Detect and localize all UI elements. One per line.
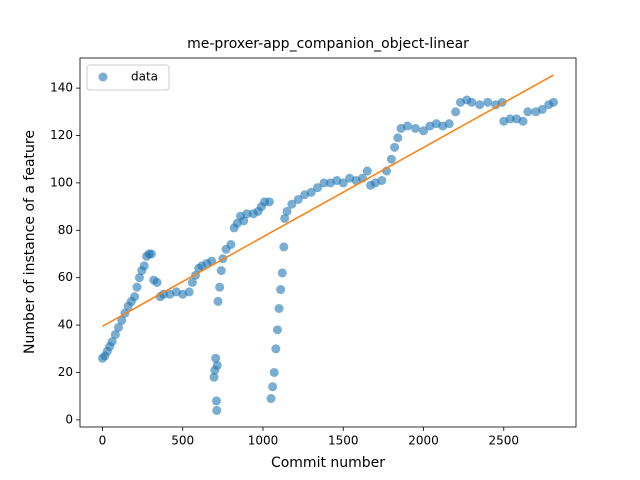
data-point	[266, 394, 276, 404]
data-point	[226, 240, 236, 250]
data-point	[152, 277, 162, 287]
data-point	[549, 97, 559, 107]
data-point	[207, 256, 217, 266]
data-point	[271, 344, 281, 354]
data-point	[277, 268, 287, 278]
data-point	[402, 121, 412, 131]
data-point	[319, 178, 329, 188]
data-point	[338, 178, 348, 188]
data-point	[184, 287, 194, 297]
data-point	[451, 107, 461, 117]
data-point	[377, 176, 387, 186]
data-point	[444, 119, 454, 129]
data-point	[134, 273, 144, 283]
data-point	[505, 114, 515, 124]
y-tick-label: 120	[50, 128, 73, 142]
data-point	[117, 315, 127, 325]
data-point	[537, 104, 547, 114]
fit-line	[102, 74, 554, 327]
data-point	[287, 199, 297, 209]
data-point	[146, 249, 156, 259]
data-point	[211, 353, 221, 363]
chart-title: me-proxer-app_companion_object-linear	[187, 36, 469, 52]
y-tick-label: 100	[50, 175, 73, 189]
data-point	[212, 405, 222, 415]
data-point	[386, 154, 396, 164]
data-point	[211, 396, 221, 406]
data-point	[268, 382, 278, 392]
data-point	[158, 289, 168, 299]
data-point	[274, 304, 284, 314]
legend: data	[86, 64, 170, 91]
data-point	[139, 261, 149, 271]
data-point	[264, 197, 274, 207]
data-point	[475, 100, 485, 110]
data-point	[306, 187, 316, 197]
data-point	[215, 282, 225, 292]
data-point	[279, 242, 289, 252]
data-point	[523, 107, 533, 117]
x-axis-label: Commit number	[271, 455, 385, 471]
y-tick-label: 20	[58, 365, 73, 379]
data-point	[239, 216, 249, 226]
axes-frame	[79, 57, 577, 428]
data-point	[280, 213, 290, 223]
legend-marker	[98, 72, 108, 82]
data-point	[313, 183, 323, 193]
legend-box	[86, 64, 170, 91]
y-axis-label: Number of instance of a feature	[22, 130, 38, 354]
data-point	[130, 292, 140, 302]
data-point	[518, 116, 528, 126]
data-point	[362, 166, 372, 176]
data-point	[419, 126, 429, 136]
data-point	[114, 322, 124, 332]
x-tick-label: 2000	[408, 434, 439, 448]
data-point	[107, 337, 117, 347]
x-tick-label: 1000	[248, 434, 279, 448]
data-point	[483, 97, 493, 107]
data-point	[187, 277, 197, 287]
data-point	[269, 367, 279, 377]
y-tick-label: 140	[50, 81, 73, 95]
data-point	[390, 142, 400, 152]
x-tick-label: 2500	[488, 434, 519, 448]
y-tick-label: 0	[65, 412, 73, 426]
legend-label: data	[131, 70, 158, 84]
y-tick-label: 40	[58, 318, 73, 332]
data-point	[272, 325, 282, 335]
data-point	[216, 266, 226, 276]
data-point	[213, 296, 223, 306]
data-point	[212, 360, 222, 370]
y-tick-label: 60	[58, 270, 73, 284]
data-point	[276, 285, 286, 295]
data-point	[467, 97, 477, 107]
data-point	[282, 206, 292, 216]
x-tick-label: 0	[99, 434, 107, 448]
data-point	[110, 330, 120, 340]
y-tick-label: 80	[58, 223, 73, 237]
data-point	[410, 123, 420, 133]
data-point	[393, 133, 403, 143]
data-point	[132, 282, 142, 292]
data-point	[209, 372, 219, 382]
data-point	[242, 209, 252, 219]
x-tick-label: 1500	[328, 434, 359, 448]
x-tick-label: 500	[171, 434, 194, 448]
data-point	[293, 194, 303, 204]
